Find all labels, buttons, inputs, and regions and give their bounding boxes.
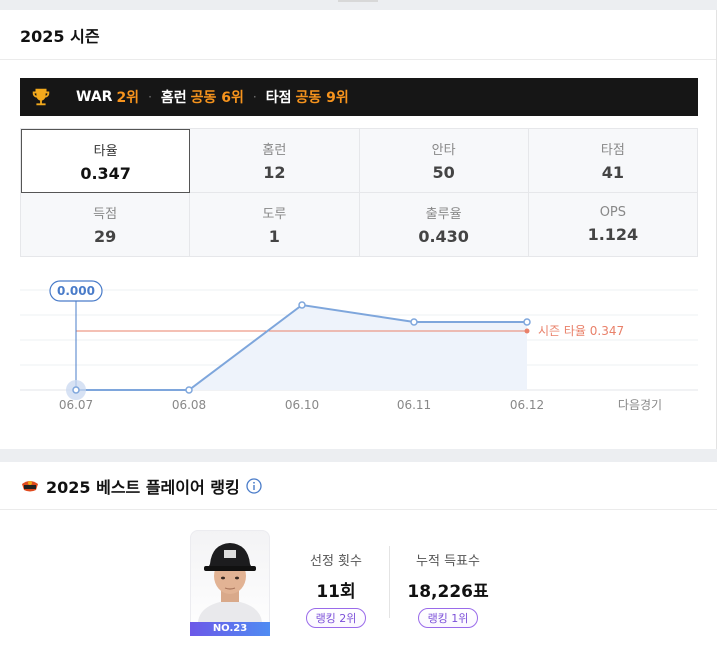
league-logo-icon bbox=[22, 480, 38, 491]
best-player-card: 2025 베스트 플레이어 랭킹 NO.23 선정 횟수 11회 랭킹 2위 누… bbox=[0, 462, 717, 663]
rank-separator: · bbox=[252, 90, 257, 104]
x-tick-label: 06.10 bbox=[285, 398, 319, 412]
ranking-bar: WAR 2위 · 홈런 공동 6위 · 타점 공동 9위 bbox=[20, 78, 698, 116]
value-tooltip: 0.000 bbox=[49, 280, 103, 302]
stat-tab-obp[interactable]: 출루율 0.430 bbox=[359, 193, 529, 257]
rank-rbi: 타점 공동 9위 bbox=[265, 90, 349, 106]
chart-area bbox=[76, 305, 527, 390]
player-photo bbox=[198, 543, 262, 622]
stat-divider bbox=[389, 546, 390, 618]
tooltip-box bbox=[49, 280, 103, 302]
player-number: NO.23 bbox=[190, 622, 270, 636]
data-point[interactable] bbox=[523, 318, 531, 326]
selection-count: 선정 횟수 11회 랭킹 2위 bbox=[296, 550, 376, 628]
data-point[interactable] bbox=[298, 301, 306, 309]
x-tick-label: 06.12 bbox=[510, 398, 544, 412]
player-card[interactable]: NO.23 bbox=[190, 530, 270, 636]
x-tick-label: 06.11 bbox=[397, 398, 431, 412]
stat-tab-homerun[interactable]: 홈런 12 bbox=[190, 129, 360, 193]
stat-grid: 타율 0.347 홈런 12 안타 50 타점 41 득점 29 도루 1 출루… bbox=[20, 128, 698, 257]
rank-homerun: 홈런 공동 6위 bbox=[160, 90, 244, 106]
season-title: 2025 시즌 bbox=[20, 26, 100, 46]
batting-average-chart: 시즌 타율 0.347 0.000 06.07 06.08 06.10 06.11 06… bbox=[20, 280, 698, 412]
info-icon[interactable] bbox=[246, 477, 262, 494]
votes-rank-badge: 랭킹 1위 bbox=[417, 608, 479, 628]
trophy-icon bbox=[32, 88, 50, 106]
season-header: 2025 시즌 bbox=[0, 10, 716, 60]
data-point[interactable] bbox=[72, 386, 80, 394]
rank-separator: · bbox=[148, 90, 152, 104]
data-point[interactable] bbox=[410, 318, 418, 326]
selection-rank-badge: 랭킹 2위 bbox=[305, 608, 367, 628]
stat-tab-batting-average[interactable]: 타율 0.347 bbox=[21, 129, 191, 193]
x-tick-label: 06.07 bbox=[59, 398, 93, 412]
total-votes: 누적 득표수 18,226표 랭킹 1위 bbox=[402, 550, 494, 628]
stat-tab-rbi[interactable]: 타점 41 bbox=[528, 129, 698, 193]
rank-war: WAR 2위 bbox=[76, 89, 140, 106]
data-point[interactable] bbox=[185, 386, 193, 394]
reference-line-marker bbox=[524, 328, 530, 334]
season-card: 2025 시즌 WAR 2위 · 홈런 공동 6위 · 타점 공동 9위 타율 … bbox=[0, 10, 717, 449]
stat-tab-hits[interactable]: 안타 50 bbox=[359, 129, 529, 193]
top-indicator bbox=[338, 0, 378, 2]
x-tick-label: 06.08 bbox=[172, 398, 206, 412]
next-game-label[interactable]: 다음경기 bbox=[618, 398, 662, 412]
tooltip-value: 0.000 bbox=[57, 284, 95, 298]
stat-tab-ops[interactable]: OPS 1.124 bbox=[528, 193, 698, 257]
best-player-header: 2025 베스트 플레이어 랭킹 bbox=[0, 462, 717, 510]
best-player-title: 2025 베스트 플레이어 랭킹 bbox=[46, 477, 240, 497]
reference-line-label: 시즌 타율 0.347 bbox=[538, 324, 624, 338]
stat-tab-runs[interactable]: 득점 29 bbox=[21, 193, 191, 257]
stat-tab-stolen-bases[interactable]: 도루 1 bbox=[190, 193, 360, 257]
